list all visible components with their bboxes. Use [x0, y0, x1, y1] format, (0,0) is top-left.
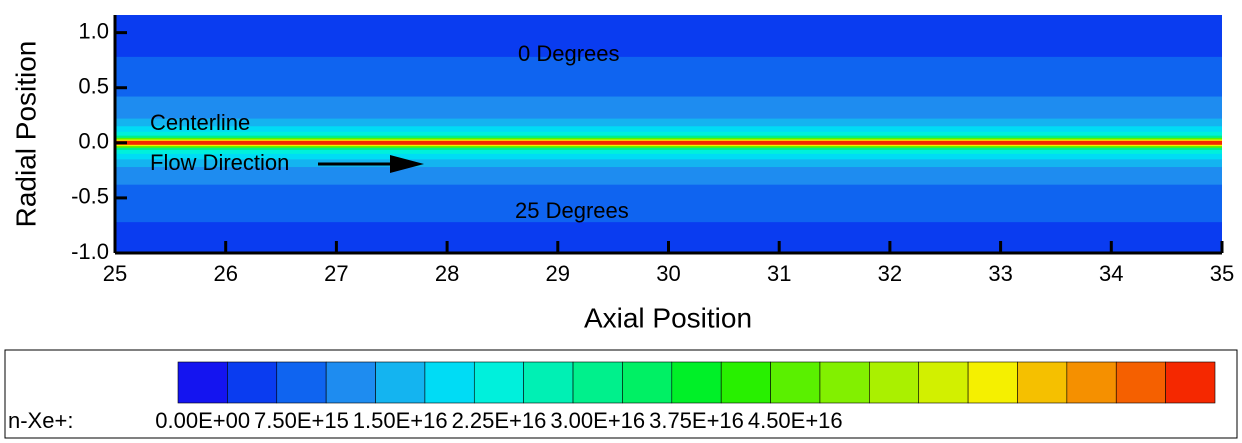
y-tick-label: -1.0	[71, 239, 109, 264]
colorbar-swatch	[1165, 361, 1216, 404]
x-tick-label: 28	[435, 261, 459, 286]
y-tick-label: 0.0	[78, 129, 109, 154]
x-tick-label: 32	[878, 261, 902, 286]
legend-box	[4, 349, 1238, 439]
colorbar-swatch	[177, 361, 228, 404]
colorbar-swatch	[918, 361, 969, 404]
colorbar-swatch	[473, 361, 524, 404]
x-tick-label: 33	[988, 261, 1012, 286]
colorbar-swatch	[967, 361, 1018, 404]
colorbar-swatch	[720, 361, 771, 404]
colorbar-swatch	[325, 361, 376, 404]
y-tick-label: 0.5	[78, 74, 109, 99]
x-tick-label: 26	[213, 261, 237, 286]
y-axis-label: Radial Position	[10, 41, 41, 228]
colorbar-swatch	[424, 361, 475, 404]
colorbar-label: n-Xe+:	[8, 408, 73, 433]
colorbar-swatch	[276, 361, 327, 404]
x-tick-label: 34	[1099, 261, 1123, 286]
x-tick-label: 31	[767, 261, 791, 286]
x-axis-label: Axial Position	[584, 302, 752, 333]
y-tick-label: -0.5	[71, 184, 109, 209]
x-tick-label: 29	[546, 261, 570, 286]
colorbar-swatch	[1115, 361, 1166, 404]
colorbar-tick-label: 0.00E+00	[155, 408, 250, 433]
colorbar-swatch	[523, 361, 574, 404]
arrow-head	[390, 155, 424, 173]
colorbar-swatch	[622, 361, 673, 404]
colorbar-swatch	[375, 361, 426, 404]
colorbar-swatch	[869, 361, 920, 404]
annotation: Flow Direction	[150, 150, 289, 175]
annotation: 25 Degrees	[515, 198, 629, 223]
colorbar-swatch	[1066, 361, 1117, 404]
x-tick-label: 35	[1210, 261, 1234, 286]
colorbar-tick-label: 1.50E+16	[353, 408, 448, 433]
colorbar-tick-label: 4.50E+16	[748, 408, 843, 433]
colorbar-swatch	[819, 361, 870, 404]
annotation: 0 Degrees	[518, 41, 620, 66]
annotation: Centerline	[150, 110, 250, 135]
colorbar-tick-label: 7.50E+15	[254, 408, 349, 433]
colorbar-swatch	[770, 361, 821, 404]
contour-band	[115, 140, 1222, 145]
x-tick-label: 25	[103, 261, 127, 286]
colorbar-swatch	[227, 361, 278, 404]
colorbar-swatch	[671, 361, 722, 404]
contour-field	[115, 15, 1222, 253]
colorbar-swatch	[1017, 361, 1068, 404]
y-tick-label: 1.0	[78, 18, 109, 43]
colorbar-tick-label: 3.75E+16	[649, 408, 744, 433]
colorbar-swatch	[572, 361, 623, 404]
colorbar-tick-label: 2.25E+16	[452, 408, 547, 433]
colorbar-tick-label: 3.00E+16	[550, 408, 645, 433]
x-tick-label: 27	[324, 261, 348, 286]
x-tick-label: 30	[656, 261, 680, 286]
